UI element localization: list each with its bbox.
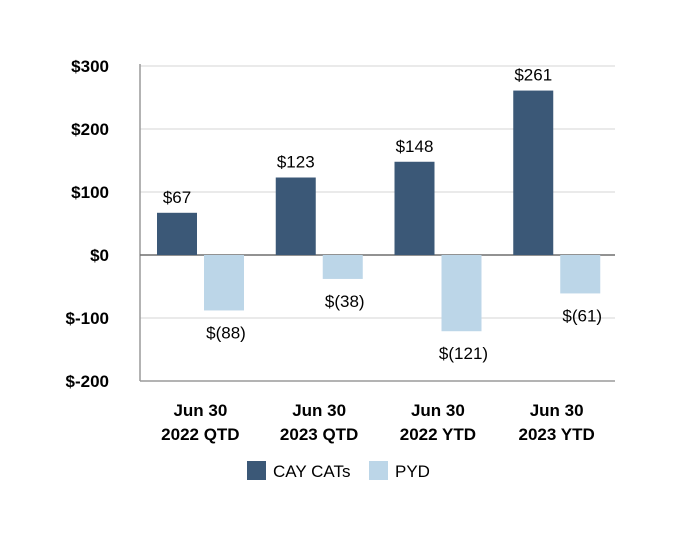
x-tick-label-line1: Jun 30	[411, 401, 465, 420]
data-label: $(61)	[562, 306, 602, 325]
data-labels: $67 $123 $148 $261 $(88) $(38) $(121) $(61)	[163, 66, 602, 364]
data-label: $(38)	[325, 292, 365, 311]
legend-label-cay-cats: CAY CATs	[273, 462, 350, 481]
legend: CAY CATs PYD	[247, 461, 430, 481]
y-tick-label: $0	[90, 246, 109, 265]
data-label: $123	[277, 153, 315, 172]
bar-pyd	[322, 255, 363, 279]
legend-label-pyd: PYD	[395, 462, 430, 481]
bar-pyd	[441, 255, 482, 332]
x-tick-label-line1: Jun 30	[292, 401, 346, 420]
y-tick-label: $200	[71, 120, 109, 139]
data-label: $148	[396, 137, 434, 156]
bar-pyd	[560, 255, 601, 294]
y-tick-label: $300	[71, 57, 109, 76]
data-label: $(88)	[206, 323, 246, 342]
bar-cay-cats	[513, 90, 554, 255]
x-tick-label-line2: 2022 QTD	[161, 425, 239, 444]
x-tick-label-line2: 2023 QTD	[280, 425, 358, 444]
legend-swatch-pyd	[369, 461, 388, 480]
data-label: $261	[514, 66, 552, 85]
x-tick-label-line2: 2023 YTD	[519, 425, 595, 444]
bar-cay-cats	[394, 161, 435, 255]
x-tick-label-line1: Jun 30	[173, 401, 227, 420]
y-tick-label: $-100	[66, 309, 109, 328]
data-label: $67	[163, 188, 191, 207]
y-axis-tick-labels: $300 $200 $100 $0 $-100 $-200	[66, 57, 109, 391]
bar-cay-cats	[275, 177, 316, 255]
y-tick-label: $100	[71, 183, 109, 202]
x-tick-label-line1: Jun 30	[530, 401, 584, 420]
x-axis-tick-labels: Jun 30 2022 QTD Jun 30 2023 QTD Jun 30 2022 Y…	[161, 401, 595, 444]
data-label: $(121)	[439, 344, 488, 363]
y-tick-label: $-200	[66, 372, 109, 391]
legend-swatch-cay-cats	[247, 461, 266, 480]
x-tick-label-line2: 2022 YTD	[400, 425, 476, 444]
bar-cay-cats	[157, 212, 197, 255]
bar-pyd	[204, 255, 244, 311]
bars	[157, 90, 601, 332]
